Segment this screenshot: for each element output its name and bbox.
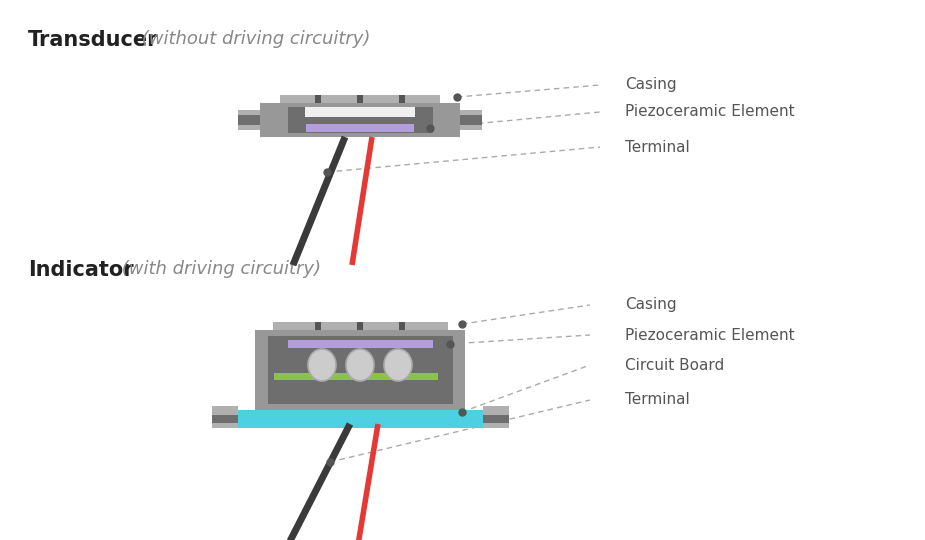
Bar: [238, 115, 260, 125]
Bar: [357, 95, 363, 103]
Bar: [460, 115, 482, 125]
Bar: [399, 95, 405, 103]
Bar: [483, 406, 509, 428]
Text: Circuit Board: Circuit Board: [625, 357, 724, 373]
Bar: [280, 95, 440, 103]
Text: Casing: Casing: [625, 298, 676, 313]
Bar: [238, 110, 260, 130]
Text: Transducer: Transducer: [28, 30, 158, 50]
Bar: [212, 406, 238, 428]
Bar: [274, 373, 293, 380]
Bar: [305, 107, 415, 117]
Bar: [288, 340, 433, 348]
Text: Casing: Casing: [625, 78, 676, 92]
Bar: [315, 95, 321, 103]
Text: Terminal: Terminal: [625, 139, 690, 154]
Text: Indicator: Indicator: [28, 260, 133, 280]
Bar: [212, 415, 238, 423]
Text: Piezoceramic Element: Piezoceramic Element: [625, 105, 795, 119]
Bar: [255, 330, 465, 410]
Bar: [399, 322, 405, 330]
Bar: [357, 322, 363, 330]
Bar: [282, 373, 438, 380]
Bar: [315, 322, 321, 330]
Bar: [238, 410, 483, 428]
Bar: [288, 107, 433, 133]
Ellipse shape: [308, 349, 336, 381]
Ellipse shape: [346, 349, 374, 381]
Text: Piezoceramic Element: Piezoceramic Element: [625, 327, 795, 342]
Bar: [273, 322, 448, 330]
Bar: [483, 415, 509, 423]
Text: (with driving circuitry): (with driving circuitry): [116, 260, 321, 278]
Text: (without driving circuitry): (without driving circuitry): [136, 30, 370, 48]
Bar: [460, 110, 482, 130]
Bar: [267, 336, 452, 404]
Ellipse shape: [384, 349, 412, 381]
Bar: [260, 103, 460, 137]
Bar: [306, 124, 414, 132]
Text: Terminal: Terminal: [625, 393, 690, 408]
